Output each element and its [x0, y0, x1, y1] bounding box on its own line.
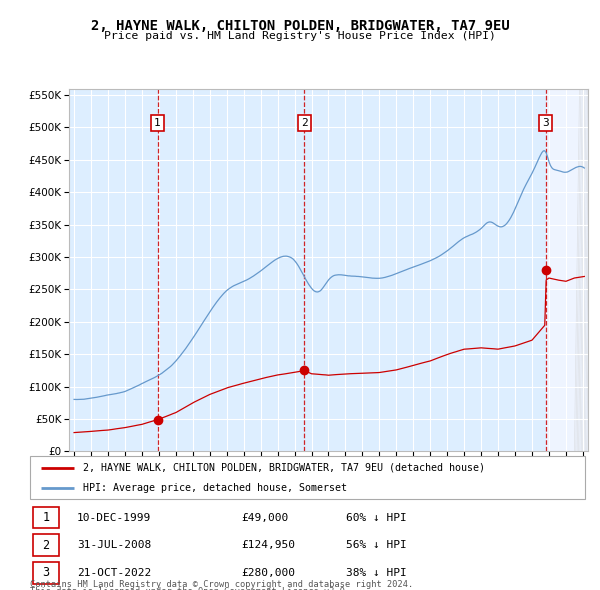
Bar	[33, 562, 59, 584]
Text: Contains HM Land Registry data © Crown copyright and database right 2024.: Contains HM Land Registry data © Crown c…	[30, 580, 413, 589]
Text: 2: 2	[301, 118, 308, 128]
Text: 60% ↓ HPI: 60% ↓ HPI	[346, 513, 407, 523]
Text: 31-JUL-2008: 31-JUL-2008	[77, 540, 151, 550]
Bar	[33, 535, 59, 556]
Text: This data is licensed under the Open Government Licence v3.0.: This data is licensed under the Open Gov…	[30, 587, 350, 590]
Text: £124,950: £124,950	[241, 540, 295, 550]
Text: 21-OCT-2022: 21-OCT-2022	[77, 568, 151, 578]
Text: 2: 2	[43, 539, 50, 552]
Text: Price paid vs. HM Land Registry's House Price Index (HPI): Price paid vs. HM Land Registry's House …	[104, 31, 496, 41]
Text: 10-DEC-1999: 10-DEC-1999	[77, 513, 151, 523]
Text: 56% ↓ HPI: 56% ↓ HPI	[346, 540, 407, 550]
Text: 2, HAYNE WALK, CHILTON POLDEN, BRIDGWATER, TA7 9EU (detached house): 2, HAYNE WALK, CHILTON POLDEN, BRIDGWATE…	[83, 463, 485, 473]
Text: 1: 1	[43, 511, 50, 524]
Bar	[583, 88, 588, 451]
Text: 1: 1	[154, 118, 161, 128]
Text: 3: 3	[43, 566, 50, 579]
Text: 3: 3	[542, 118, 549, 128]
Text: 38% ↓ HPI: 38% ↓ HPI	[346, 568, 407, 578]
Bar	[33, 507, 59, 529]
Text: £49,000: £49,000	[241, 513, 288, 523]
Text: HPI: Average price, detached house, Somerset: HPI: Average price, detached house, Some…	[83, 483, 347, 493]
Bar	[545, 88, 588, 451]
Text: 2, HAYNE WALK, CHILTON POLDEN, BRIDGWATER, TA7 9EU: 2, HAYNE WALK, CHILTON POLDEN, BRIDGWATE…	[91, 19, 509, 33]
Text: £280,000: £280,000	[241, 568, 295, 578]
